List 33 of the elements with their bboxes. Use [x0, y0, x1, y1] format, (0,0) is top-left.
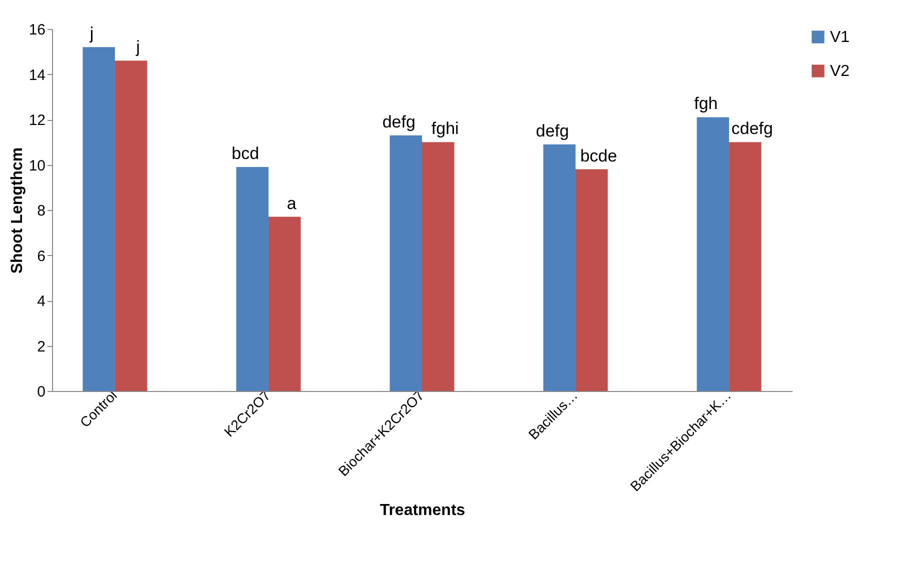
- bar: [268, 216, 301, 391]
- data-label: bcde: [580, 146, 618, 166]
- y-tick-label: 0: [37, 384, 46, 400]
- bar: [422, 142, 454, 391]
- data-label: fgh: [694, 94, 718, 114]
- y-tick-label: 4: [37, 293, 46, 310]
- y-tick-label: 14: [28, 66, 46, 84]
- y-tick-label: 2: [37, 338, 46, 356]
- data-label: a: [286, 194, 297, 213]
- bar: [114, 60, 148, 391]
- data-label: j: [135, 38, 140, 57]
- data-label: j: [88, 24, 94, 44]
- x-axis-title: Treatments: [380, 502, 466, 520]
- bar: [236, 167, 268, 391]
- bar: [576, 169, 608, 391]
- y-tick-label: 6: [37, 248, 46, 265]
- y-tick-label: 16: [28, 22, 46, 38]
- bar: [729, 142, 762, 391]
- legend-label: V2: [830, 63, 850, 80]
- bar: [543, 144, 576, 391]
- y-tick-label: 8: [37, 202, 46, 220]
- data-label: fghi: [431, 119, 459, 138]
- legend-label: V1: [830, 29, 850, 46]
- bar: [390, 135, 422, 391]
- data-label: defg: [382, 112, 416, 132]
- bar: [696, 117, 730, 391]
- data-label: cdefg: [731, 119, 773, 138]
- bar: [82, 47, 115, 391]
- y-tick-label: 12: [28, 112, 46, 129]
- y-tick-label: 10: [28, 157, 46, 174]
- y-axis-title: Shoot Lengthcm: [8, 147, 26, 274]
- data-label: defg: [536, 121, 569, 140]
- data-label: bcd: [232, 144, 260, 164]
